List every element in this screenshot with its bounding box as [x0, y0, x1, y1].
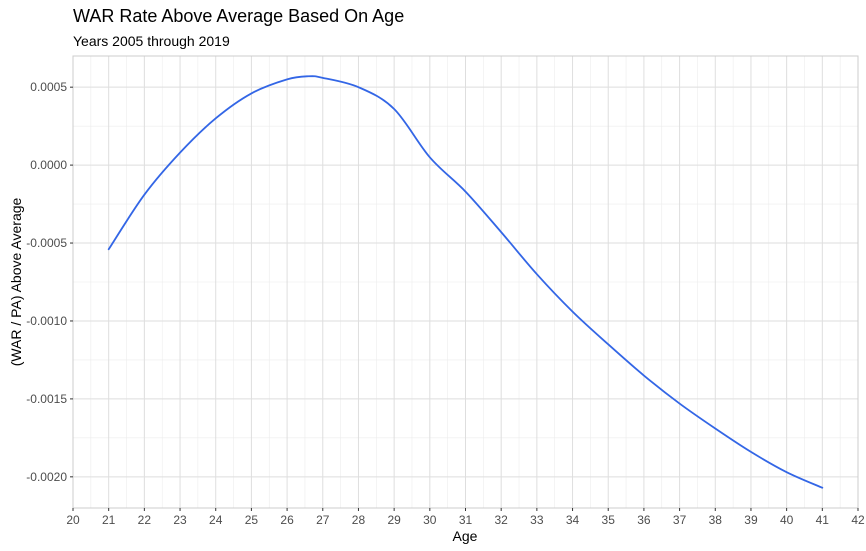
x-tick-label: 30 [423, 513, 437, 527]
x-tick-label: 38 [709, 513, 723, 527]
x-tick-label: 24 [209, 513, 223, 527]
y-tick-label: -0.0005 [26, 236, 67, 250]
x-tick-label: 31 [459, 513, 473, 527]
x-tick-label: 37 [673, 513, 687, 527]
x-tick-label: 26 [280, 513, 294, 527]
x-tick-label: 20 [66, 513, 80, 527]
x-tick-label: 23 [173, 513, 187, 527]
grid [72, 56, 859, 508]
x-axis-title: Age [453, 528, 478, 544]
y-tick-label: 0.0000 [30, 158, 67, 172]
x-tick-label: 32 [495, 513, 509, 527]
x-tick-label: 29 [387, 513, 401, 527]
chart-subtitle: Years 2005 through 2019 [73, 33, 230, 49]
x-tick-label: 41 [816, 513, 830, 527]
x-tick-label: 34 [566, 513, 580, 527]
y-tick-label: -0.0015 [26, 392, 67, 406]
x-tick-label: 28 [352, 513, 366, 527]
series-layer [107, 75, 824, 489]
x-tick-label: 42 [851, 513, 865, 527]
series-line [107, 75, 824, 489]
x-tick-label: 25 [245, 513, 259, 527]
x-tick-labels: 20 21 22 23 24 25 26 27 28 29 30 31 32 33 34 35 36 37 38 39… [66, 508, 865, 527]
chart-title: WAR Rate Above Average Based On Age [73, 6, 405, 26]
x-tick-label: 40 [780, 513, 794, 527]
y-tick-label: -0.0020 [26, 470, 67, 484]
x-tick-label: 33 [530, 513, 544, 527]
x-tick-label: 39 [744, 513, 758, 527]
y-tick-label: 0.0005 [30, 80, 67, 94]
y-axis-title: (WAR / PA) Above Average [8, 197, 24, 366]
y-tick-label: -0.0010 [26, 314, 67, 328]
y-tick-labels: 0.0005 0.0000 -0.0005 -0.0010 -0.0015 -0.0020 [26, 80, 73, 484]
x-tick-label: 22 [138, 513, 152, 527]
x-tick-label: 27 [316, 513, 330, 527]
x-tick-label: 35 [602, 513, 616, 527]
x-tick-label: 36 [637, 513, 651, 527]
x-tick-label: 21 [102, 513, 116, 527]
